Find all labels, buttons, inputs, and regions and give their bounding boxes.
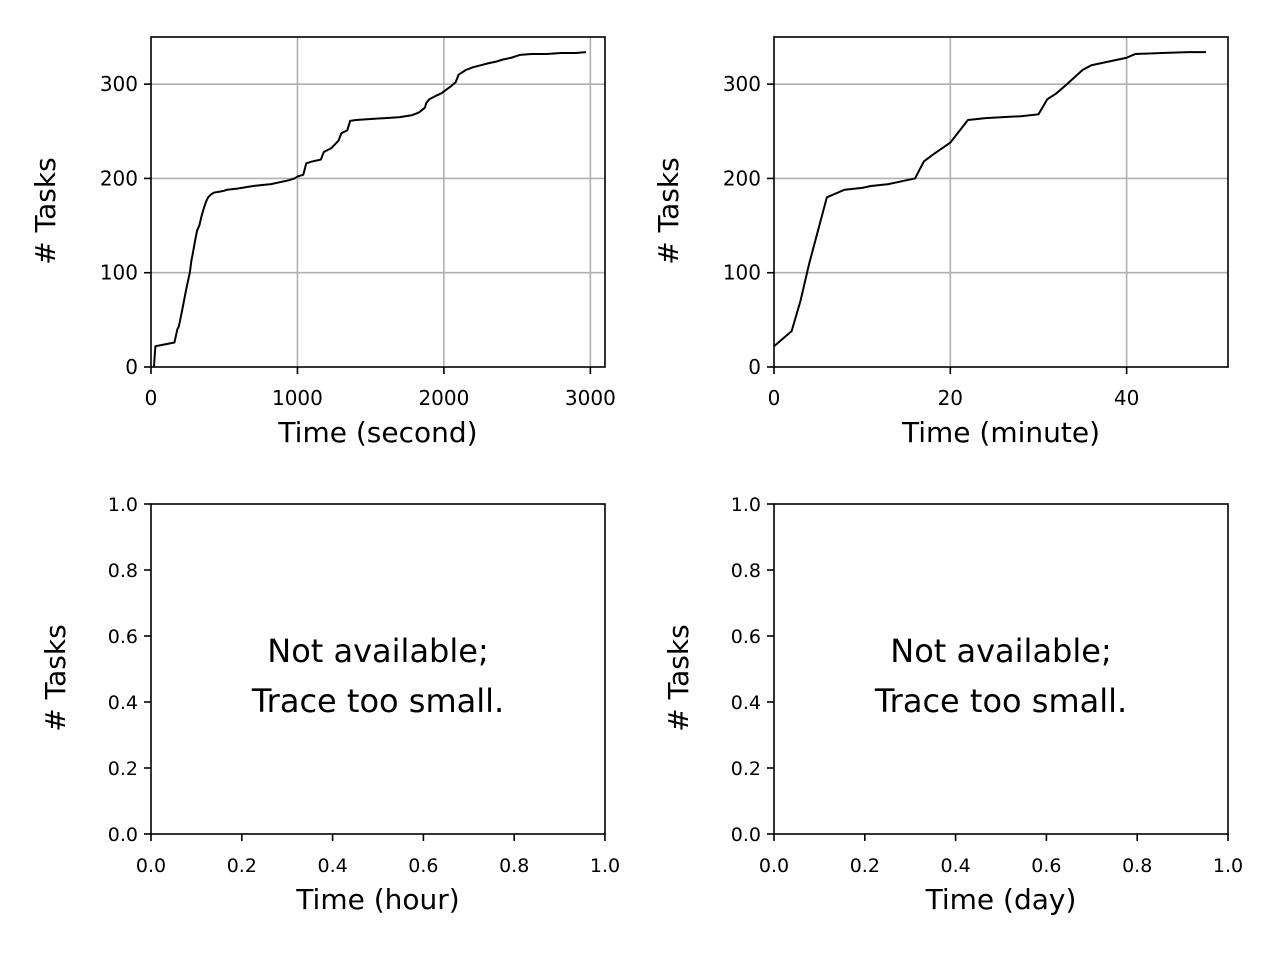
x-axis-label: Time (day) <box>925 883 1077 916</box>
x-axis-label: Time (hour) <box>295 883 459 916</box>
x-tick-label: 0.2 <box>850 855 880 877</box>
x-tick-label: 2000 <box>418 386 469 410</box>
x-tick-label: 0.6 <box>1031 855 1061 877</box>
y-tick-label: 0.0 <box>731 824 761 846</box>
annotation-line-1: Not available; <box>890 632 1111 670</box>
y-tick-label: 0.2 <box>731 758 761 780</box>
y-tick-label: 300 <box>100 72 138 96</box>
y-axis-label: # Tasks <box>662 624 695 731</box>
x-axis-label: Time (second) <box>277 416 477 449</box>
x-tick-label: 0 <box>145 386 158 410</box>
chart-panel-1: 0 1000 2000 3000 0 100 200 300 Time (second) # Ta… <box>29 36 616 449</box>
x-tick-label: 40 <box>1114 386 1139 410</box>
x-tick-label: 0.8 <box>1122 855 1152 877</box>
x-tick-label: 20 <box>938 386 963 410</box>
annotation-line-1: Not available; <box>267 632 488 670</box>
chart-panel-4: 0.0 0.2 0.4 0.6 0.8 1.0 0.0 0.2 0.4 0.6 0.8 1.0 Time… <box>662 494 1243 916</box>
x-tick-label: 1.0 <box>590 855 620 877</box>
axes-frame <box>773 36 1229 368</box>
x-tick-label: 1.0 <box>1213 855 1243 877</box>
y-tick-label: 0.8 <box>108 560 138 582</box>
chart-panel-2: 0 20 40 0 100 200 300 Time (minute) # Tasks <box>652 36 1229 449</box>
series-line-1 <box>152 51 587 368</box>
y-tick-label: 1.0 <box>108 494 138 516</box>
axes-frame <box>150 503 606 835</box>
y-tick-label: 0.8 <box>731 560 761 582</box>
y-tick-label: 0 <box>748 355 761 379</box>
y-axis-label: # Tasks <box>39 624 72 731</box>
x-tick-label: 0.0 <box>759 855 789 877</box>
y-tick-label: 100 <box>100 261 138 285</box>
x-tick-label: 1000 <box>272 386 323 410</box>
y-tick-label: 0 <box>125 355 138 379</box>
y-tick-label: 0.4 <box>108 692 138 714</box>
axes-frame <box>773 503 1229 835</box>
x-axis-label: Time (minute) <box>901 416 1100 449</box>
y-tick-label: 1.0 <box>731 494 761 516</box>
x-tick-label: 0.4 <box>317 855 347 877</box>
x-tick-label: 0.4 <box>940 855 970 877</box>
y-tick-label: 300 <box>723 72 761 96</box>
x-tick-label: 0.6 <box>408 855 438 877</box>
y-tick-label: 200 <box>723 166 761 190</box>
x-tick-label: 0.2 <box>227 855 257 877</box>
x-tick-label: 3000 <box>565 386 616 410</box>
y-tick-label: 0.6 <box>731 626 761 648</box>
y-axis-label: # Tasks <box>29 157 62 264</box>
annotation-line-2: Trace too small. <box>251 682 504 720</box>
x-tick-label: 0.8 <box>499 855 529 877</box>
y-tick-label: 200 <box>100 166 138 190</box>
x-tick-label: 0 <box>768 386 781 410</box>
x-tick-label: 0.0 <box>136 855 166 877</box>
y-tick-label: 0.2 <box>108 758 138 780</box>
annotation-line-2: Trace too small. <box>874 682 1127 720</box>
y-axis-label: # Tasks <box>652 157 685 264</box>
y-tick-label: 0.6 <box>108 626 138 648</box>
y-tick-label: 100 <box>723 261 761 285</box>
y-tick-label: 0.4 <box>731 692 761 714</box>
chart-panel-3: 0.0 0.2 0.4 0.6 0.8 1.0 0.0 0.2 0.4 0.6 0.8 1.0 Time… <box>39 494 620 916</box>
axes-frame <box>150 36 606 368</box>
y-tick-label: 0.0 <box>108 824 138 846</box>
series-line-1 <box>773 51 1206 348</box>
